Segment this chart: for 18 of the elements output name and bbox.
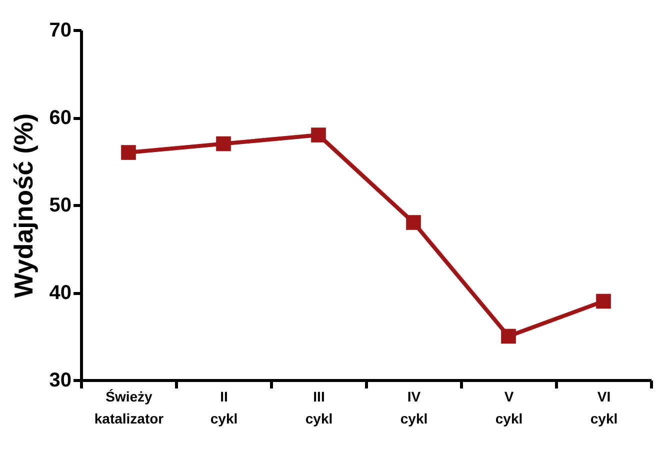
y-tick-label: 60 <box>49 107 72 129</box>
x-tick-label: VI cykl <box>590 388 618 426</box>
point <box>501 328 516 344</box>
y-tick-label: 40 <box>49 282 72 304</box>
y-axis-title: Wydajność (%) <box>8 113 38 298</box>
point <box>596 294 611 309</box>
point <box>216 136 231 152</box>
x-tick-label: II cykl <box>210 388 238 426</box>
y-tick-label: 70 <box>49 20 72 42</box>
y-tick-label: 50 <box>49 194 72 216</box>
x-tick-label: III cykl <box>305 388 333 426</box>
x-tick-label: IV cykl <box>400 388 428 426</box>
point <box>406 215 421 230</box>
y-tick-label: 30 <box>49 370 72 392</box>
point <box>121 145 136 160</box>
x-tick-label: V cykl <box>495 388 523 426</box>
x-tick-label: Świeży katalizator <box>94 388 164 426</box>
point <box>311 128 326 142</box>
